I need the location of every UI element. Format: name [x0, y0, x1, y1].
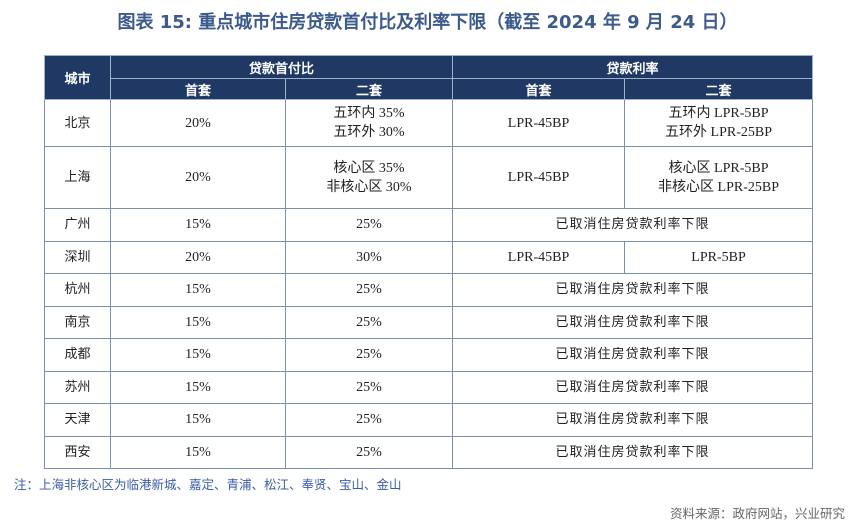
cell: 杭州	[44, 273, 111, 307]
cell: 已取消住房贷款利率下限	[452, 273, 814, 307]
row: 上海 20% 核心区 35% 非核心区 30% LPR-45BP 核心区 LPR-5BP 非…	[44, 146, 814, 209]
table-body: 北京 20% 五环内 35% 五环外 30% LPR-45BP 五环内 LPR-5BP 五环…	[44, 99, 814, 469]
cell: 天津	[44, 403, 111, 437]
cell: 已取消住房贷款利率下限	[452, 435, 814, 469]
cell: LPR-5BP	[624, 240, 814, 274]
cell: 25%	[284, 435, 454, 469]
cell: 深圳	[44, 240, 111, 274]
header-cell: 贷款首付比	[109, 55, 454, 79]
cell: 20%	[110, 240, 286, 274]
cell: LPR-45BP	[452, 146, 626, 209]
row: 成都 15% 25% 已取消住房贷款利率下限	[44, 338, 814, 372]
cell: 15%	[110, 338, 286, 372]
note: 注：上海非核心区为临港新城、嘉定、青浦、松江、奉贤、宝山、金山	[14, 477, 402, 492]
cell-line: 五环外 LPR-25BP	[665, 125, 772, 140]
cell-line: 五环内 35%	[333, 106, 405, 121]
cell: 15%	[110, 273, 286, 307]
cell: 五环内 LPR-5BP 五环外 LPR-25BP	[624, 99, 814, 147]
cell: 成都	[44, 338, 111, 372]
row: 苏州 15% 25% 已取消住房贷款利率下限	[44, 370, 814, 404]
title: 图表 15: 重点城市住房贷款首付比及利率下限（截至 2024 年 9 月 24…	[117, 12, 738, 33]
cell: 已取消住房贷款利率下限	[452, 208, 814, 242]
cell: 北京	[44, 99, 111, 147]
cell: 15%	[110, 305, 286, 339]
cell-line: 非核心区 LPR-25BP	[658, 179, 779, 195]
cell: 25%	[284, 305, 454, 339]
cell: LPR-45BP	[452, 240, 626, 274]
row: 杭州 15% 25% 已取消住房贷款利率下限	[44, 273, 814, 307]
row: 广州 15% 25% 已取消住房贷款利率下限	[44, 208, 814, 242]
cell: 上海	[44, 146, 111, 209]
cell: 广州	[44, 208, 111, 242]
row: 天津 15% 25% 已取消住房贷款利率下限	[44, 403, 814, 437]
table: 城市 贷款首付比 贷款利率 首套 二套 首套 二套 北京 20% 五环内 35% 五环…	[44, 55, 814, 469]
cell: 核心区 35% 非核心区 30%	[284, 146, 454, 209]
header-cell: 贷款利率	[452, 55, 814, 79]
header-cell: 二套	[284, 78, 454, 100]
cell-line: 核心区 35%	[333, 160, 405, 176]
cell-line: 核心区 LPR-5BP	[668, 160, 769, 176]
cell: 已取消住房贷款利率下限	[452, 338, 814, 372]
cell: 苏州	[44, 370, 111, 404]
cell: 已取消住房贷款利率下限	[452, 370, 814, 404]
header-cell: 首套	[452, 78, 626, 100]
header-cell: 二套	[624, 78, 814, 100]
cell: 西安	[44, 435, 111, 469]
cell: 五环内 35% 五环外 30%	[284, 99, 454, 147]
cell: LPR-45BP	[452, 99, 626, 147]
cell: 15%	[110, 370, 286, 404]
row: 北京 20% 五环内 35% 五环外 30% LPR-45BP 五环内 LPR-5BP 五环…	[44, 99, 814, 147]
cell: 25%	[284, 273, 454, 307]
row: 西安 15% 25% 已取消住房贷款利率下限	[44, 435, 814, 469]
cell-line: 非核心区 30%	[326, 179, 412, 195]
cell-line: 五环外 30%	[333, 125, 405, 140]
cell: 25%	[284, 338, 454, 372]
cell-line: 五环内 LPR-5BP	[668, 106, 769, 121]
header-cell: 城市	[44, 55, 111, 100]
cell: 南京	[44, 305, 111, 339]
cell: 已取消住房贷款利率下限	[452, 403, 814, 437]
cell: 25%	[284, 370, 454, 404]
cell: 已取消住房贷款利率下限	[452, 305, 814, 339]
cell: 25%	[284, 208, 454, 242]
cell: 15%	[110, 208, 286, 242]
source: 资料来源：政府网站，兴业研究	[669, 506, 845, 521]
cell: 15%	[110, 435, 286, 469]
cell: 30%	[284, 240, 454, 274]
cell: 20%	[110, 146, 286, 209]
header-cell: 首套	[110, 78, 286, 100]
cell: 20%	[110, 99, 286, 147]
cell: 核心区 LPR-5BP 非核心区 LPR-25BP	[624, 146, 814, 209]
cell: 25%	[284, 403, 454, 437]
row: 深圳 20% 30% LPR-45BP LPR-5BP	[44, 240, 814, 274]
cell: 15%	[110, 403, 286, 437]
row: 南京 15% 25% 已取消住房贷款利率下限	[44, 305, 814, 339]
